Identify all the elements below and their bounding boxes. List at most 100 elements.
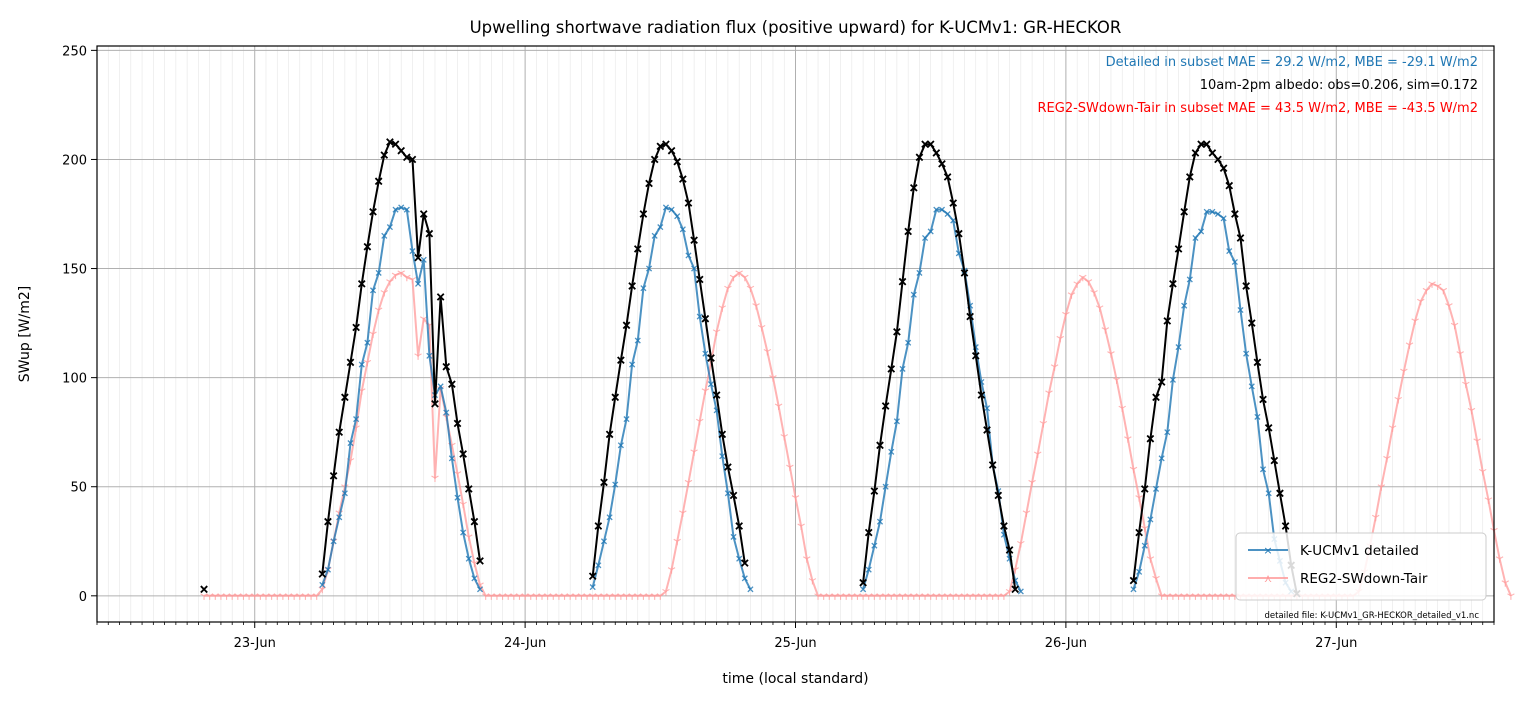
- detailed-series-point: [460, 529, 467, 536]
- reg2-series-point: [397, 270, 405, 277]
- observed-series-point: [966, 312, 974, 321]
- observed-series-point: [391, 140, 400, 149]
- observed-series-point: [994, 491, 1003, 500]
- reg2-series-point: [712, 329, 721, 336]
- reg2-series-point: [1000, 593, 1008, 600]
- detailed-series-point: [899, 365, 906, 372]
- detailed-series-point: [448, 455, 455, 462]
- detailed-series-point: [392, 206, 399, 213]
- reg2-series-point: [791, 495, 800, 502]
- observed-series-point: [656, 142, 665, 151]
- observed-series-point: [335, 428, 344, 437]
- reg2-series-point: [1056, 335, 1065, 343]
- detailed-series-point: [1243, 350, 1250, 357]
- detailed-series-point: [386, 224, 393, 231]
- reg2-series-point: [374, 307, 383, 314]
- detailed-series-point: [612, 481, 619, 488]
- reg2-series-point: [735, 270, 743, 277]
- detailed-series-point: [454, 494, 461, 501]
- detailed-series-point: [347, 440, 354, 447]
- reg2-series-point: [1084, 279, 1093, 286]
- detailed-series-point: [1186, 276, 1193, 283]
- observed-series-point: [949, 199, 958, 207]
- reg2-series-point: [667, 567, 676, 574]
- reg2-series-point: [1112, 377, 1121, 384]
- observed-series-point: [650, 155, 659, 164]
- detailed-series-point: [1248, 383, 1255, 390]
- reg2-series-point: [380, 290, 389, 297]
- observed-series-point: [633, 245, 642, 253]
- reg2-series-point: [1388, 425, 1397, 432]
- observed-series-point: [960, 269, 969, 277]
- x-tick-label: 25-Jun: [774, 636, 816, 651]
- detailed-series-point: [1203, 208, 1210, 215]
- observed-series-point: [386, 138, 394, 146]
- observed-series-point: [943, 173, 952, 181]
- observed-series-point: [645, 179, 653, 188]
- observed-series-point: [859, 578, 867, 587]
- reg2-series-point: [769, 375, 777, 382]
- observed-series-point: [1264, 423, 1273, 432]
- detailed-series-point: [589, 584, 596, 591]
- detailed-series-point: [1141, 542, 1148, 549]
- observed-series-point: [470, 517, 479, 526]
- reg2-series-point: [763, 348, 772, 356]
- reg2-series-point: [1428, 281, 1436, 288]
- y-tick-label: 50: [70, 481, 87, 496]
- observed-series-point: [459, 450, 467, 458]
- reg2-series-point: [363, 359, 372, 367]
- observed-series-point: [464, 485, 473, 493]
- x-tick-label: 27-Jun: [1315, 636, 1357, 651]
- detailed-series-point: [1147, 516, 1154, 523]
- reg2-series-point: [1050, 364, 1059, 371]
- reg2-series-point: [1079, 274, 1087, 282]
- observed-series-point: [1169, 279, 1177, 288]
- observed-series-point: [1163, 317, 1172, 325]
- observed-series-point: [600, 478, 608, 487]
- observed-series-point: [1219, 164, 1228, 173]
- detailed-series-point: [398, 204, 405, 211]
- detailed-series-point: [353, 416, 360, 423]
- detailed-series-point: [1136, 568, 1143, 575]
- observed-series-point: [1225, 181, 1234, 190]
- detailed-series-point: [944, 210, 951, 218]
- reg2-series-point: [312, 593, 321, 600]
- detailed-series-point: [691, 265, 698, 272]
- detailed-series-point: [910, 291, 917, 298]
- observed-series-point: [673, 157, 682, 166]
- reg2-series-point: [724, 285, 732, 293]
- detailed-series-point: [319, 581, 326, 588]
- reg2-series-point: [470, 560, 479, 568]
- legend-label-detailed: K-UCMv1 detailed: [1300, 543, 1419, 559]
- reg2-series-point: [1445, 303, 1453, 310]
- detailed-series-point: [634, 337, 641, 344]
- detailed-series-point: [358, 361, 365, 368]
- detailed-series-point: [595, 562, 602, 569]
- detailed-series-point: [1164, 429, 1171, 436]
- observed-series-point: [408, 155, 417, 164]
- reg2-series-point: [1439, 287, 1448, 295]
- detailed-series-point: [476, 586, 484, 593]
- reg2-series-point: [774, 403, 783, 410]
- reg2-series-point: [718, 305, 727, 312]
- observed-series-point: [1135, 528, 1143, 537]
- observed-series-point: [419, 210, 428, 218]
- reg2-series-point: [1394, 396, 1402, 404]
- reg2-series-point: [1484, 497, 1493, 504]
- detailed-series-point: [375, 269, 382, 276]
- detailed-series-point: [623, 416, 630, 423]
- reg2-series-point: [1017, 540, 1025, 548]
- observed-series-point: [1270, 456, 1279, 465]
- observed-series-point: [729, 491, 738, 500]
- reg2-series-point: [1371, 514, 1380, 522]
- detailed-series-point: [471, 575, 478, 582]
- legend-marker-detailed: ×: [1263, 544, 1272, 557]
- detailed-series-point: [1175, 344, 1182, 351]
- observed-series-point: [1231, 210, 1239, 218]
- reg2-series-point: [431, 475, 439, 482]
- reg2-series-point: [780, 434, 788, 441]
- observed-series-point: [864, 528, 873, 537]
- reg2-series-point: [1101, 327, 1110, 334]
- observed-series-point: [904, 227, 912, 236]
